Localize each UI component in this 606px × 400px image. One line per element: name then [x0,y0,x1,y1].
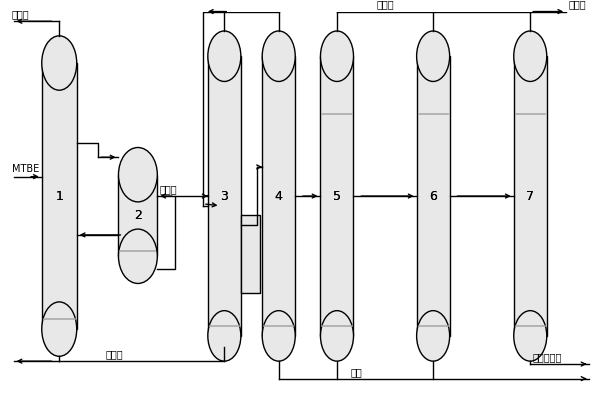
Ellipse shape [208,31,241,82]
Text: 7: 7 [526,190,534,202]
Ellipse shape [208,311,241,361]
Text: 4: 4 [275,190,282,202]
Text: 7: 7 [526,190,534,202]
Ellipse shape [321,311,353,361]
Text: 6: 6 [429,190,437,202]
Ellipse shape [119,148,158,202]
Text: 4: 4 [275,190,282,202]
Ellipse shape [416,311,450,361]
Ellipse shape [514,31,547,82]
Text: 2: 2 [134,209,142,222]
Text: 甲醇: 甲醇 [350,367,362,377]
Bar [321,56,353,336]
Ellipse shape [262,311,295,361]
Text: 高纯异丁烯: 高纯异丁烯 [532,352,562,362]
Text: 轻组分: 轻组分 [568,0,586,10]
Text: 2: 2 [134,209,142,222]
Ellipse shape [119,229,158,284]
Text: 轻组分: 轻组分 [12,9,29,19]
Text: 1: 1 [55,190,63,202]
Text: 5: 5 [333,190,341,202]
Bar [208,56,241,336]
Bar [262,56,295,336]
Text: 轻组分: 轻组分 [376,0,394,10]
Bar [416,56,450,336]
Ellipse shape [262,31,295,82]
Ellipse shape [321,31,353,82]
Text: 3: 3 [221,190,228,202]
Ellipse shape [514,311,547,361]
Bar [514,56,547,336]
Text: 重组分: 重组分 [106,349,124,359]
Text: 3: 3 [221,190,228,202]
Ellipse shape [42,302,77,356]
Text: 6: 6 [429,190,437,202]
Text: 1: 1 [55,190,63,202]
Text: 5: 5 [333,190,341,202]
Ellipse shape [42,36,77,90]
Bar [241,216,260,293]
Ellipse shape [416,31,450,82]
Text: 热数体: 热数体 [159,184,177,194]
Bar [42,63,77,329]
Text: MTBE: MTBE [12,164,39,174]
Bar [119,175,158,256]
